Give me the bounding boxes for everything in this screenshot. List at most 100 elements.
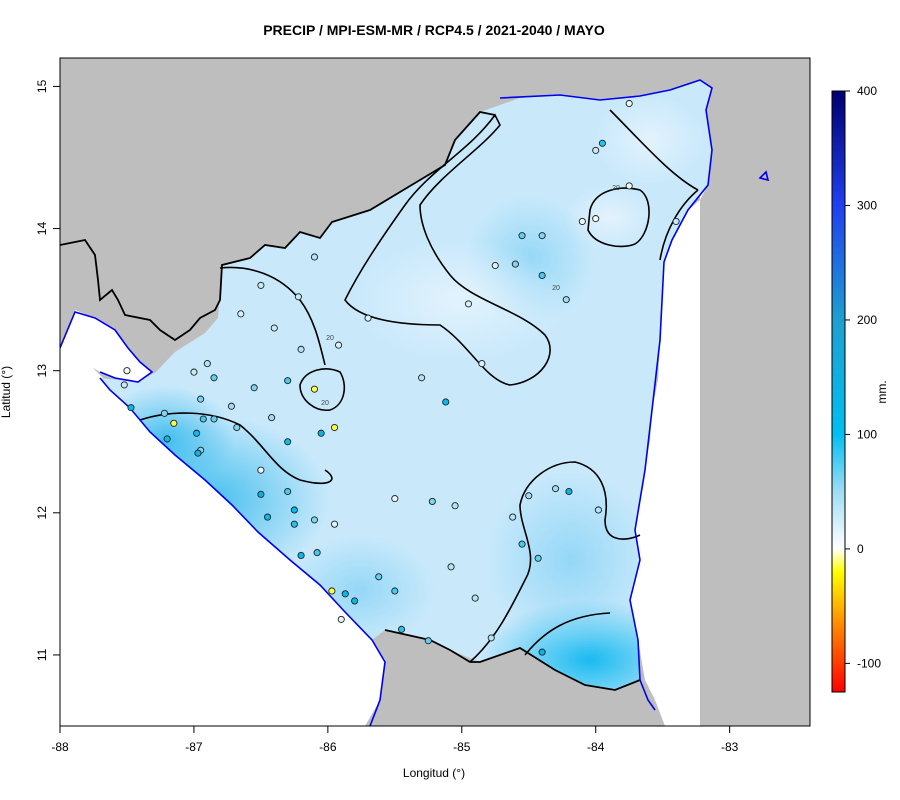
- station-marker: [562, 296, 570, 304]
- station-marker: [257, 490, 265, 498]
- station-marker: [397, 625, 406, 633]
- caribbean-sea: [500, 58, 712, 726]
- station-marker: [328, 587, 336, 595]
- contour-plateau-west: [219, 266, 326, 366]
- y-axis-label: Latitud (°): [0, 366, 13, 418]
- x-tick-label: -85: [453, 740, 471, 754]
- station-marker: [163, 435, 171, 443]
- colorbar-tick-label: 0: [857, 542, 864, 556]
- gulf-of-fonseca: [60, 310, 152, 382]
- station-marker: [284, 487, 292, 496]
- station-marker: [197, 395, 205, 403]
- station-marker: [257, 466, 265, 474]
- y-tick-label: 13: [35, 364, 49, 378]
- station-marker: [598, 139, 606, 147]
- station-marker: [335, 341, 343, 349]
- station-marker: [538, 648, 546, 656]
- pacific-ocean: [60, 348, 385, 726]
- station-marker: [250, 384, 258, 392]
- station-marker: [210, 374, 218, 382]
- y-tick-label: 12: [35, 506, 49, 520]
- contour-southeast: [524, 612, 611, 656]
- contour-north-central: [344, 113, 551, 386]
- station-marker: [170, 419, 178, 427]
- x-tick-label: -86: [319, 740, 337, 754]
- contour-small-central: [299, 368, 346, 411]
- station-marker: [478, 360, 486, 368]
- station-marker: [310, 253, 319, 261]
- station-marker: [233, 423, 241, 432]
- station-marker: [310, 385, 319, 393]
- station-marker: [518, 232, 526, 240]
- station-marker: [351, 597, 359, 605]
- station-marker: [592, 146, 600, 154]
- station-marker: [594, 506, 602, 514]
- station-marker: [625, 99, 633, 108]
- station-marker: [290, 520, 298, 528]
- contour-northeast-ring: [587, 187, 650, 248]
- station-marker: [290, 506, 298, 514]
- station-marker: [268, 414, 276, 422]
- station-marker: [525, 492, 533, 500]
- station-marker: [297, 345, 305, 353]
- station-marker: [442, 398, 450, 406]
- station-marker: [317, 429, 325, 437]
- caribbean-south-mid: [485, 470, 655, 650]
- y-tick-label: 11: [35, 648, 49, 661]
- station-marker: [511, 260, 519, 268]
- station-marker: [538, 271, 546, 280]
- contour-label: 20: [321, 400, 329, 407]
- station-marker: [199, 415, 207, 423]
- contour-pacific: [139, 412, 333, 485]
- coastline: [60, 79, 770, 726]
- colorbar: [831, 90, 846, 693]
- station-marker: [578, 217, 586, 225]
- colorbar-label: mm.: [875, 380, 889, 403]
- colorbar-ticks: 400 300 200 100 0 -100: [845, 84, 881, 670]
- country-border-south: [384, 629, 641, 691]
- map-title: PRECIP / MPI-ESM-MR / RCP4.5 / 2021-2040…: [263, 22, 605, 38]
- station-marker: [331, 520, 339, 528]
- station-marker: [424, 637, 432, 645]
- station-marker: [194, 449, 202, 457]
- station-marker: [534, 554, 542, 562]
- station-marker: [341, 590, 349, 598]
- station-marker: [375, 573, 383, 581]
- station-marker: [284, 438, 292, 446]
- contour-northeast-coast: [609, 109, 699, 191]
- station-marker: [391, 495, 399, 503]
- station-marker: [418, 374, 426, 382]
- y-tick-label: 14: [35, 222, 49, 236]
- station-marker: [123, 367, 131, 375]
- x-axis-ticks: -88 -87 -86 -85 -84 -83: [51, 726, 739, 754]
- station-marker: [193, 429, 201, 437]
- station-marker: [203, 360, 211, 368]
- station-marker: [672, 217, 680, 225]
- x-tick-label: -88: [51, 740, 69, 754]
- north-central-low: [355, 240, 565, 360]
- northeast-low: [565, 186, 655, 250]
- map-panel: 20 20 20 20: [60, 58, 810, 726]
- country-border-north: [60, 111, 496, 342]
- station-marker: [538, 232, 546, 240]
- station-marker: [518, 540, 526, 548]
- colorbar-tick-label: 400: [857, 84, 877, 98]
- contour-label: 20: [326, 335, 334, 342]
- station-marker: [391, 587, 399, 595]
- station-marker: [270, 324, 278, 332]
- station-marker: [451, 502, 459, 510]
- station-marker: [447, 563, 455, 571]
- northeast-coast-low: [595, 95, 705, 185]
- station-marker: [364, 314, 372, 322]
- station-marker: [310, 516, 319, 524]
- colorbar-tick-label: 300: [857, 198, 877, 212]
- station-marker: [592, 215, 600, 223]
- contour-label: 20: [612, 185, 620, 192]
- station-marker: [294, 293, 302, 301]
- station-marker: [551, 485, 560, 493]
- station-marker: [565, 487, 573, 496]
- colorbar-tick-label: 200: [857, 313, 877, 327]
- station-marker: [509, 513, 517, 521]
- x-tick-label: -83: [721, 740, 739, 754]
